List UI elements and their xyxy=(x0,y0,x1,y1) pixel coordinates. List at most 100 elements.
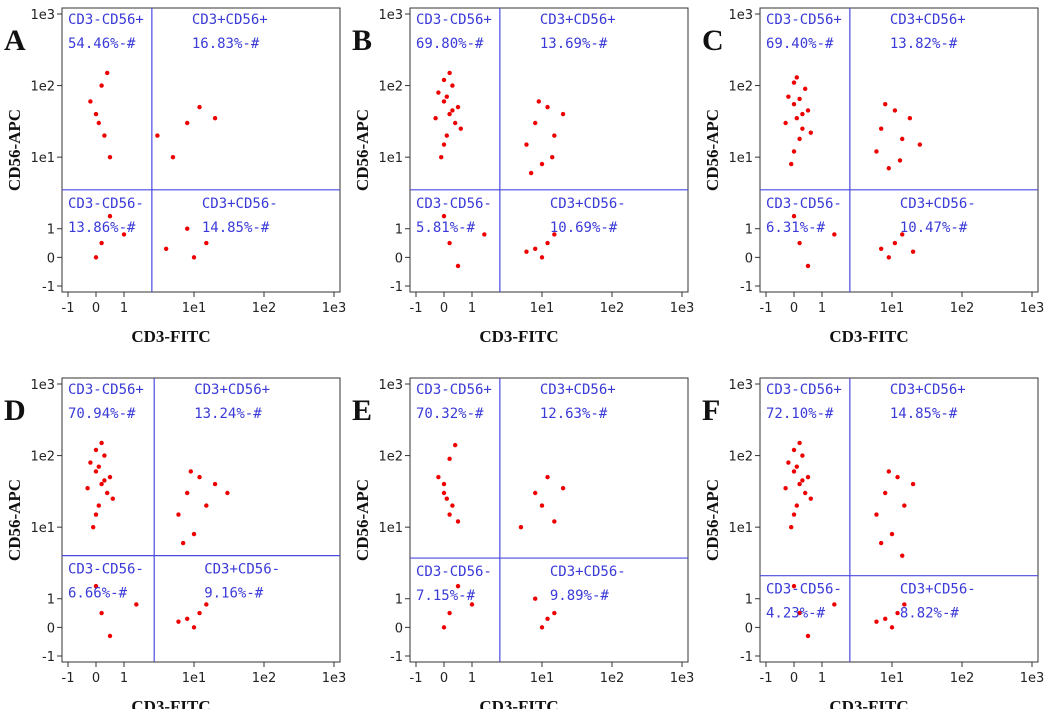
event-dot xyxy=(447,70,452,76)
quadrant-percent: 7.15%-# xyxy=(416,588,476,604)
event-dot xyxy=(197,104,202,110)
quadrant-name: CD3-CD56- xyxy=(416,564,492,580)
x-tick-label: -1 xyxy=(62,671,75,686)
quadrant-percent: 4.23%-# xyxy=(766,606,826,622)
quadrant-percent: 13.24%-# xyxy=(194,406,262,422)
event-dot xyxy=(786,94,791,99)
plot-frame xyxy=(409,377,689,663)
event-dot xyxy=(447,456,452,462)
event-dot xyxy=(791,80,797,85)
event-dot xyxy=(545,616,550,621)
quadrant-name: CD3-CD56+ xyxy=(68,12,144,28)
quadrant-percent: 10.47%-# xyxy=(900,220,968,236)
event-dot xyxy=(99,481,104,487)
quadrant-name: CD3+CD56+ xyxy=(890,382,966,398)
event-dot xyxy=(107,474,113,480)
x-tick-label: 1e3 xyxy=(322,671,347,686)
event-dot xyxy=(225,490,230,496)
event-dot xyxy=(93,255,99,260)
event-dot xyxy=(832,232,837,237)
event-dot xyxy=(874,512,879,517)
panel-letter: D xyxy=(4,394,26,427)
event-dot xyxy=(188,469,193,474)
event-dot xyxy=(533,246,538,251)
quadrant-name: CD3+CD56+ xyxy=(194,382,270,398)
event-dot xyxy=(805,474,811,480)
panel: F -1 0 1 1e1 1e2 1e3 -1 0 1 1e1 1e2 1e3 CD3-FITC CD56-… xyxy=(702,377,1045,709)
event-dot xyxy=(539,503,545,508)
quadrant-percent: 6.31%-# xyxy=(766,220,826,236)
event-dot xyxy=(191,255,197,260)
event-dot xyxy=(107,154,113,160)
event-dot xyxy=(176,619,181,624)
event-dot xyxy=(96,120,102,126)
event-dot xyxy=(102,453,107,458)
event-dot xyxy=(910,249,916,254)
event-dot xyxy=(455,519,461,524)
event-dot xyxy=(797,96,802,102)
x-tick-label: 1e1 xyxy=(880,301,905,316)
plot-frame xyxy=(759,7,1039,293)
y-tick-label: 1e2 xyxy=(728,80,753,95)
x-tick-label: 1e2 xyxy=(600,671,625,686)
y-tick-label: 1 xyxy=(47,593,55,608)
event-dot xyxy=(455,104,461,110)
quadrant-name: CD3+CD56- xyxy=(900,196,976,212)
y-tick-label: 1e1 xyxy=(728,151,753,166)
x-tick-label: 1e3 xyxy=(1020,671,1045,686)
event-dot xyxy=(791,213,797,219)
event-dot xyxy=(204,503,209,508)
x-axis-label: CD3-FITC xyxy=(829,327,908,346)
event-dot xyxy=(552,519,557,524)
event-dot xyxy=(900,553,905,558)
x-tick-label: 1 xyxy=(120,671,128,686)
x-tick-label: 1e2 xyxy=(252,671,277,686)
event-dot xyxy=(560,486,566,491)
x-axis-label: CD3-FITC xyxy=(131,697,210,709)
quadrant-percent: 5.81%-# xyxy=(416,220,476,236)
x-tick-label: 1 xyxy=(818,671,826,686)
event-dot xyxy=(800,126,805,131)
quadrant-percent: 13.82%-# xyxy=(890,36,958,52)
panel: E -1 0 1 1e1 1e2 1e3 -1 0 1 1e1 1e2 1e3 CD3-FITC CD56-… xyxy=(352,377,694,709)
event-dot xyxy=(212,481,218,487)
quadrant-percent: 8.82%-# xyxy=(900,606,960,622)
event-dot xyxy=(93,111,99,117)
y-tick-label: 0 xyxy=(395,251,403,266)
event-dot xyxy=(185,490,190,496)
event-dot xyxy=(791,149,797,154)
panel-letter: C xyxy=(702,24,724,57)
event-dot xyxy=(185,226,190,231)
y-tick-label: 1e1 xyxy=(378,521,403,536)
event-dot xyxy=(441,625,447,630)
event-dot xyxy=(791,512,797,517)
event-dot xyxy=(783,120,788,126)
y-tick-label: 1e3 xyxy=(728,8,753,23)
x-tick-label: -1 xyxy=(62,301,75,316)
event-dot xyxy=(444,94,449,99)
y-tick-label: 0 xyxy=(395,621,403,636)
quadrant-name: CD3-CD56- xyxy=(68,562,144,578)
x-tick-label: 1e1 xyxy=(182,671,207,686)
event-dot xyxy=(886,255,891,260)
event-dot xyxy=(902,503,907,508)
x-tick-label: -1 xyxy=(410,301,423,316)
event-dot xyxy=(533,120,538,126)
y-tick-label: -1 xyxy=(740,650,753,665)
x-tick-label: 1 xyxy=(120,301,128,316)
quadrant-name: CD3-CD56+ xyxy=(766,12,842,28)
y-tick-label: 0 xyxy=(745,251,753,266)
event-dot xyxy=(441,77,447,83)
y-tick-label: 0 xyxy=(47,251,55,266)
event-dot xyxy=(545,474,550,480)
event-dot xyxy=(455,583,461,589)
event-dot xyxy=(107,633,113,639)
event-dot xyxy=(197,474,202,480)
event-dot xyxy=(110,496,116,501)
event-dot xyxy=(874,619,879,624)
y-tick-label: -1 xyxy=(390,650,403,665)
quadrant-percent: 12.63%-# xyxy=(540,406,608,422)
event-dot xyxy=(450,108,455,113)
event-dot xyxy=(791,583,797,589)
